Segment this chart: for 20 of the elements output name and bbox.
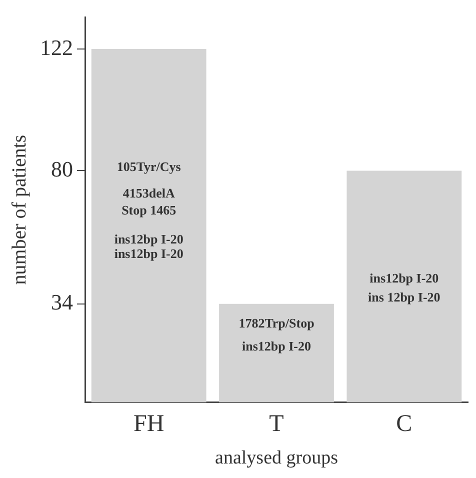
y-tick-label: 34 (51, 290, 73, 315)
annotation: ins 12bp I-20 (368, 289, 440, 304)
annotation: ins12bp I-20 (114, 232, 184, 247)
x-tick-label: C (396, 411, 412, 438)
x-tick-label: FH (133, 411, 164, 438)
bar (346, 170, 462, 402)
y-tick-label: 80 (51, 156, 73, 182)
annotation: 105Tyr/Cys (116, 159, 181, 174)
x-axis-title: analysed groups (215, 448, 338, 469)
annotation: ins12bp I-20 (242, 338, 311, 354)
annotation: 4153delA (122, 185, 176, 200)
annotation: 1782Trp/Stop (238, 316, 314, 331)
bar (91, 49, 206, 402)
y-tick-label: 122 (40, 34, 73, 60)
y-axis-title: number of patients (8, 134, 30, 285)
annotation: Stop 1465 (122, 202, 177, 218)
annotation: ins12bp I-20 (114, 246, 184, 262)
annotation: ins12bp I-20 (370, 270, 439, 286)
x-tick-label: T (269, 411, 284, 438)
bar (219, 304, 334, 402)
